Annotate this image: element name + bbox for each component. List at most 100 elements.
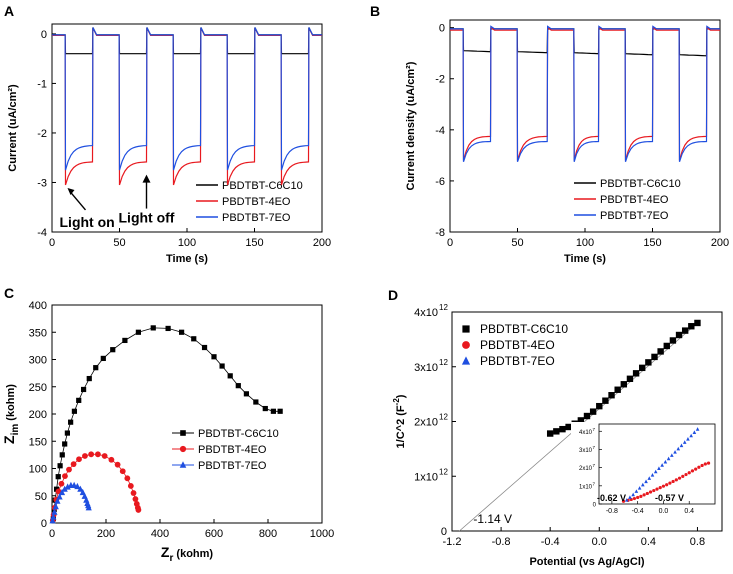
- y-tick-label: 300: [29, 355, 47, 367]
- data-point: [52, 503, 59, 510]
- panel-a-chart: 0 50 100 150 200 0 -1 -2 -3 -4 PBDTBT-C6C10 PBDTBT-…: [7, 23, 331, 265]
- data-point: [122, 337, 128, 344]
- data-point: [211, 354, 217, 360]
- data-point: [621, 499, 626, 503]
- data-point: [191, 336, 197, 342]
- data-point: [76, 456, 82, 463]
- inset-y-tick-exponent: 7: [593, 463, 596, 468]
- data-point: [50, 513, 57, 520]
- inset-x-tick-label: -0.4: [632, 508, 644, 515]
- inset-y-tick-label: 2x10: [579, 466, 593, 472]
- inset-x-tick-label: 0.0: [659, 508, 669, 515]
- data-point: [661, 484, 666, 488]
- data-point: [57, 463, 63, 469]
- intercept-label: -1.14 V: [473, 512, 512, 526]
- series-line: [52, 27, 322, 55]
- data-point: [559, 425, 566, 433]
- y-axis-label: Zim (kohm): [1, 384, 21, 444]
- x-tick-label: 400: [151, 528, 169, 540]
- series-line: [52, 453, 139, 521]
- y-tick-label: 2x10: [414, 417, 438, 429]
- data-point: [651, 353, 658, 361]
- data-point: [682, 440, 687, 444]
- data-point: [262, 405, 268, 412]
- data-point: [657, 466, 661, 471]
- annotation-light-on: Light on: [60, 214, 115, 230]
- data-point: [687, 471, 691, 475]
- data-point: [70, 461, 77, 468]
- x-tick-label: 200: [313, 237, 331, 249]
- annotation-light-off: Light off: [119, 210, 175, 226]
- y-tick-label: -4: [435, 125, 445, 137]
- y-tick-label: -6: [435, 176, 445, 188]
- data-point: [608, 392, 615, 399]
- y-tick-label: -1: [37, 78, 47, 90]
- data-point: [565, 423, 572, 431]
- x-tick-label: 50: [113, 237, 125, 249]
- data-point: [68, 419, 74, 425]
- data-point: [660, 463, 664, 467]
- legend-label: PBDTBT-7EO: [480, 354, 555, 368]
- data-point: [626, 375, 634, 382]
- data-point: [108, 456, 115, 463]
- data-point: [85, 504, 92, 511]
- data-point: [58, 480, 65, 487]
- data-point: [631, 492, 635, 497]
- data-point: [227, 373, 233, 379]
- data-point: [669, 337, 677, 344]
- panel-c-chart: 0 200 400 600 800 1000 0 50 100 150 200 250 300 350 40…: [1, 300, 334, 564]
- data-point: [624, 498, 629, 502]
- legend-label: PBDTBT-4EO: [222, 196, 291, 208]
- data-point: [703, 462, 707, 466]
- data-point: [135, 507, 142, 513]
- legend-label: PBDTBT-C6C10: [198, 428, 279, 440]
- x-tick-label: -0.8: [492, 536, 511, 548]
- data-point: [679, 443, 684, 448]
- data-point: [653, 469, 658, 474]
- data-point: [686, 436, 690, 441]
- data-point: [620, 381, 628, 388]
- series-line: [53, 327, 281, 519]
- x-tick-label: -1.2: [443, 536, 462, 548]
- data-point: [64, 430, 70, 436]
- data-point: [130, 490, 137, 496]
- data-point: [614, 386, 621, 393]
- data-point: [101, 453, 108, 459]
- data-point: [553, 428, 560, 435]
- legend-label: PBDTBT-C6C10: [222, 180, 303, 192]
- y-tick-label: 0: [41, 518, 47, 530]
- data-point: [637, 486, 642, 490]
- x-tick-label: 0.8: [690, 536, 705, 548]
- data-point: [179, 329, 185, 335]
- legend-label: PBDTBT-4EO: [198, 444, 267, 456]
- data-point: [663, 342, 670, 350]
- data-point: [179, 445, 187, 453]
- data-point: [671, 479, 675, 484]
- y-tick-label: 400: [29, 300, 47, 312]
- y-axis-label: 1/C^2 (F-2): [392, 394, 407, 448]
- x-axis-label: Potential (vs Ag/AgCl): [529, 556, 644, 568]
- data-point: [644, 479, 648, 484]
- data-point: [124, 475, 131, 482]
- data-point: [657, 348, 664, 355]
- data-point: [694, 319, 701, 327]
- inset-y-tick-exponent: 7: [593, 445, 596, 450]
- data-point: [165, 325, 171, 332]
- data-point: [132, 496, 139, 502]
- x-axis-label: Zr (kohm): [161, 544, 214, 564]
- x-tick-label: 800: [259, 528, 277, 540]
- x-axis-label: Time (s): [166, 253, 208, 265]
- data-point: [577, 417, 585, 424]
- data-point: [546, 430, 554, 437]
- data-point: [82, 453, 88, 459]
- y-tick-label: 3x10: [414, 362, 438, 374]
- y-tick-label: 0: [441, 526, 447, 538]
- x-tick-label: 200: [97, 528, 115, 540]
- y-tick-label: 0: [439, 23, 445, 35]
- data-point: [270, 408, 276, 414]
- data-point: [59, 452, 65, 458]
- data-point: [689, 433, 693, 438]
- data-point: [632, 370, 640, 377]
- inset-y-tick-label: 3x10: [579, 448, 593, 454]
